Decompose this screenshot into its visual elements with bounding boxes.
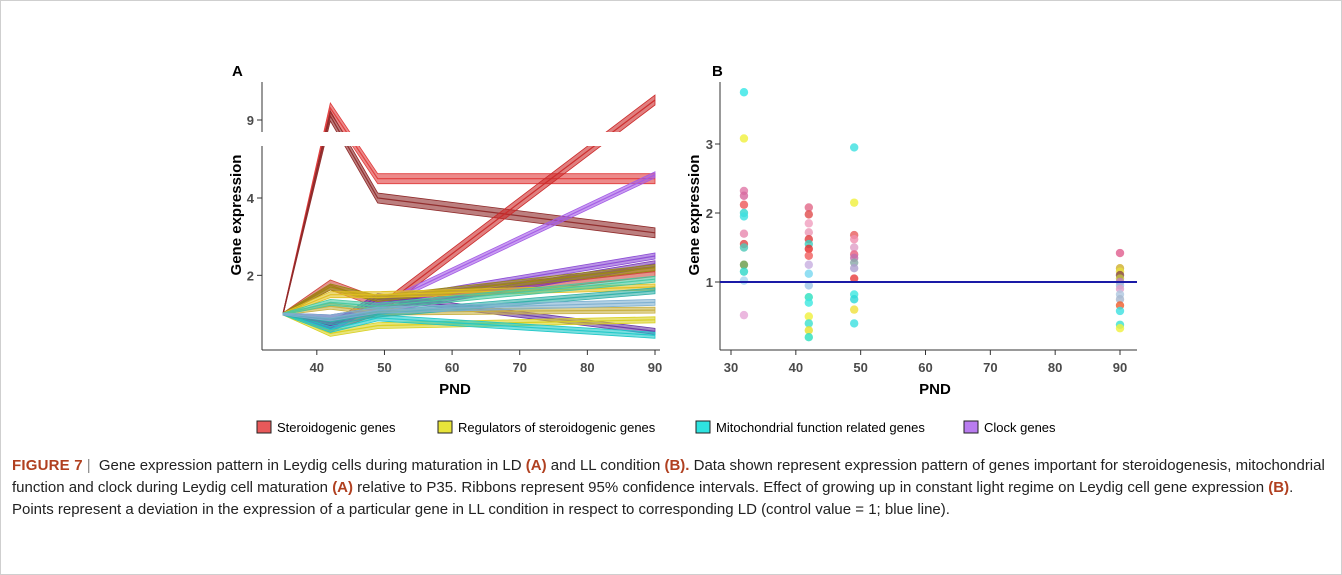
panel-b-ylabel: Gene expression <box>686 155 703 276</box>
panel-a-xlabel: PND <box>439 381 471 398</box>
y-tick-label: 3 <box>706 137 713 152</box>
scatter-point-54 <box>1115 295 1125 304</box>
figure-caption: FIGURE 7 | Gene expression pattern in Ley… <box>12 455 1330 521</box>
scatter-point-14 <box>804 203 813 212</box>
axis-break-gap <box>258 132 660 146</box>
scatter-point-27 <box>804 312 813 321</box>
caption-segment-0: Gene expression pattern in Leydig cells … <box>94 457 526 474</box>
caption-segment-2: and LL condition <box>546 457 665 474</box>
x-tick-label: 60 <box>445 360 459 375</box>
scatter-point-30 <box>804 333 813 342</box>
x-tick-label: 70 <box>512 360 526 375</box>
x-tick-label: 70 <box>983 360 997 375</box>
y-tick-label: 2 <box>706 206 713 221</box>
x-tick-label: 80 <box>1048 360 1062 375</box>
x-tick-label: 90 <box>1113 360 1127 375</box>
scatter-point-56 <box>1115 306 1125 316</box>
y-tick-label: 4 <box>247 191 255 206</box>
panel-b-chart: 1 2 3 30 40 50 60 70 80 90 <box>706 82 1137 375</box>
caption-body: Gene expression pattern in Leydig cells … <box>12 457 1325 518</box>
caption-segment-3: (B). <box>664 457 690 474</box>
scatter-point-0 <box>739 88 749 97</box>
scatter-point-7 <box>739 229 749 238</box>
legend-swatch-2 <box>695 420 711 434</box>
panel-b-xlabel: PND <box>919 381 951 398</box>
x-tick-label: 40 <box>310 360 324 375</box>
ribbon-14 <box>282 275 656 316</box>
scatter-point-17 <box>804 228 813 237</box>
panel-a-ylabel: Gene expression <box>228 155 245 276</box>
series-line-12 <box>282 313 656 336</box>
scatter-point-13 <box>739 310 749 320</box>
figure-label: FIGURE 7 <box>12 457 83 474</box>
series-line-1 <box>282 114 656 315</box>
scatter-point-44 <box>849 319 859 328</box>
scatter-point-26 <box>804 298 813 307</box>
legend-label-1: Regulators of steroidogenic genes <box>458 420 656 435</box>
scatter-point-39 <box>849 264 859 273</box>
scatter-point-29 <box>804 326 813 335</box>
x-tick-label: 50 <box>853 360 867 375</box>
caption-segment-7: (B) <box>1268 479 1290 496</box>
caption-segment-6: relative to P35. Ribbons represent 95% c… <box>353 479 1269 496</box>
scatter-point-28 <box>804 319 813 328</box>
x-tick-label: 90 <box>648 360 662 375</box>
legend-label-3: Clock genes <box>984 420 1056 435</box>
scatter-point-42 <box>849 295 859 304</box>
scatter-point-15 <box>804 210 813 219</box>
series-line-15 <box>282 301 656 319</box>
caption-segment-1: (A) <box>525 457 547 474</box>
scatter-point-32 <box>849 198 859 207</box>
ribbon-12 <box>282 312 656 339</box>
caption-segment-8: . Points represent a deviation in the ex… <box>12 479 1294 518</box>
legend-label-2: Mitochondrial function related genes <box>716 420 925 435</box>
scatter-point-1 <box>739 134 749 143</box>
legend-swatch-1 <box>437 420 453 434</box>
x-tick-label: 50 <box>377 360 391 375</box>
scatter-point-11 <box>739 267 749 276</box>
scatter-point-45 <box>1115 248 1125 258</box>
scatter-point-10 <box>739 260 749 269</box>
scatter-point-22 <box>804 260 813 269</box>
scatter-point-16 <box>804 219 813 228</box>
caption-segment-4: Data shown represent expression pattern … <box>12 457 1325 496</box>
scatter-point-34 <box>849 235 859 244</box>
panel-a-chart: 2 4 9 40 50 60 70 80 90 <box>247 82 662 375</box>
scatter-point-31 <box>849 143 859 152</box>
legend-swatch-0 <box>256 420 272 434</box>
scatter-point-9 <box>739 243 749 252</box>
y-tick-label: 2 <box>247 268 254 283</box>
panel-b-letter: B <box>712 63 723 80</box>
x-tick-label: 60 <box>918 360 932 375</box>
scatter-point-6 <box>739 212 749 221</box>
scatter-point-3 <box>739 191 749 200</box>
scatter-point-35 <box>849 243 859 252</box>
scatter-point-40 <box>849 274 859 283</box>
chart-legend: Steroidogenic genes Regulators of steroid… <box>256 420 1056 435</box>
x-tick-label: 40 <box>789 360 803 375</box>
panel-a-letter: A <box>232 63 243 80</box>
series-line-14 <box>282 278 656 315</box>
y-tick-label: 1 <box>706 275 713 290</box>
caption-segment-5: (A) <box>332 479 354 496</box>
x-tick-label: 30 <box>724 360 738 375</box>
scatter-point-21 <box>804 251 813 260</box>
scatter-point-23 <box>804 269 813 278</box>
scatter-point-58 <box>1115 324 1125 333</box>
scatter-point-4 <box>739 200 749 209</box>
caption-separator: | <box>86 457 91 474</box>
legend-swatch-3 <box>963 420 979 434</box>
scatter-point-43 <box>849 305 859 314</box>
scatter-point-12 <box>739 276 749 285</box>
legend-label-0: Steroidogenic genes <box>277 420 396 435</box>
scatter-point-24 <box>804 281 813 290</box>
x-tick-label: 80 <box>580 360 594 375</box>
scatter-point-20 <box>804 244 813 254</box>
y-tick-label: 9 <box>247 113 254 128</box>
